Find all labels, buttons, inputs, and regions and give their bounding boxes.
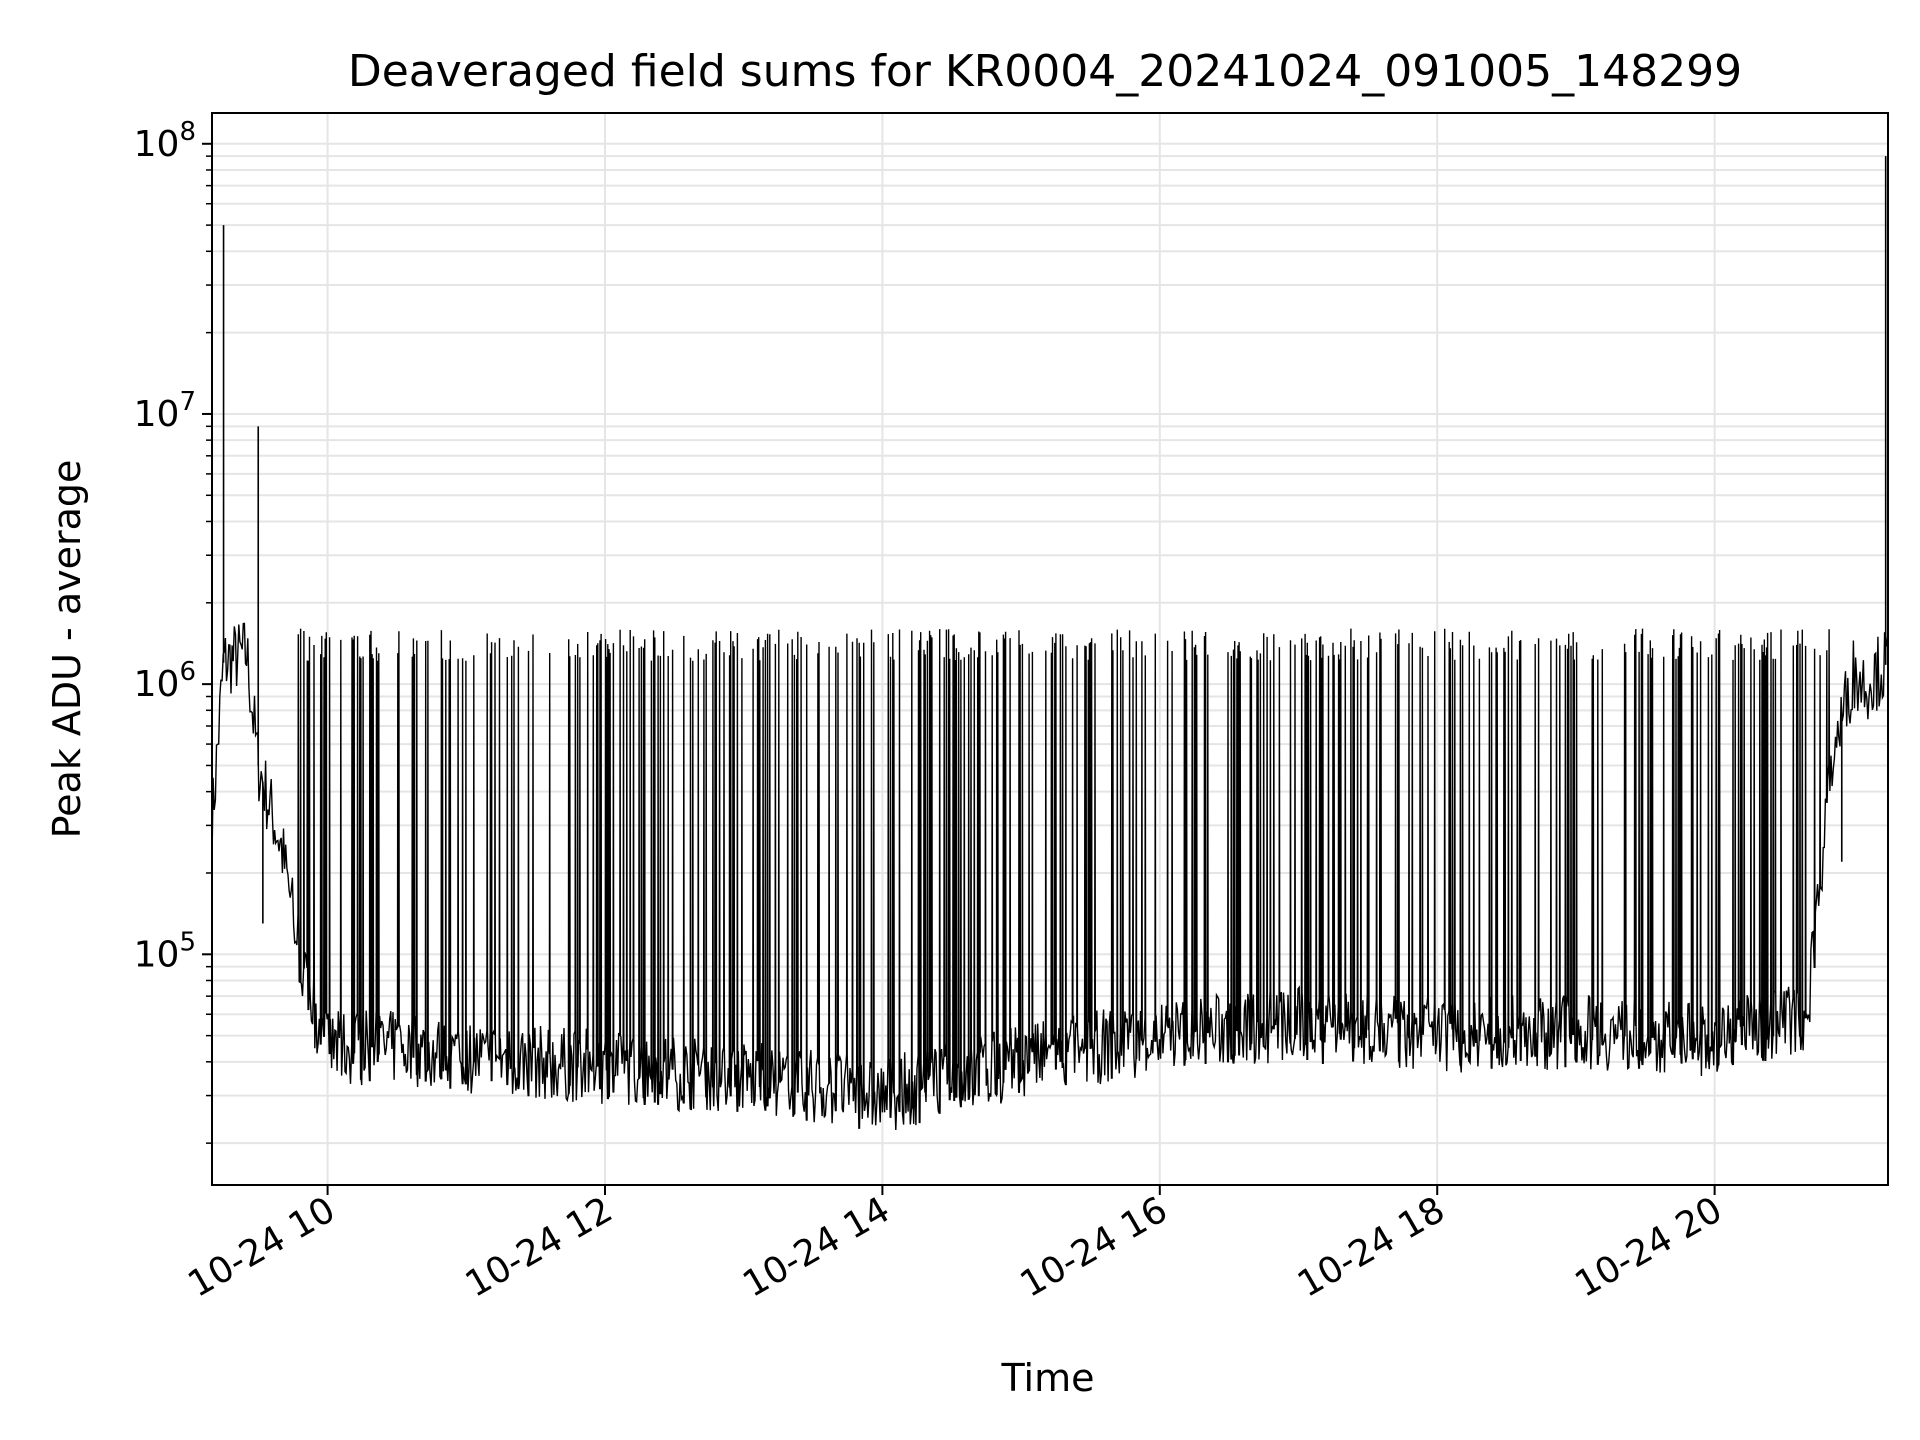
y-tick-label: 106 [134, 657, 196, 705]
plot-frame [211, 112, 1889, 1186]
data-layer [212, 156, 1888, 1131]
y-tick-label: 107 [134, 387, 196, 435]
x-axis-label: Time [1001, 1356, 1095, 1400]
series-line [212, 622, 1888, 1131]
chart-title: Deaveraged field sums for KR0004_2024102… [348, 46, 1742, 97]
y-axis-label: Peak ADU - average [45, 460, 89, 839]
y-axis: 105 106 107 108 [134, 117, 212, 1144]
y-tick-label: 105 [134, 927, 196, 975]
y-tick-label: 108 [134, 117, 196, 165]
